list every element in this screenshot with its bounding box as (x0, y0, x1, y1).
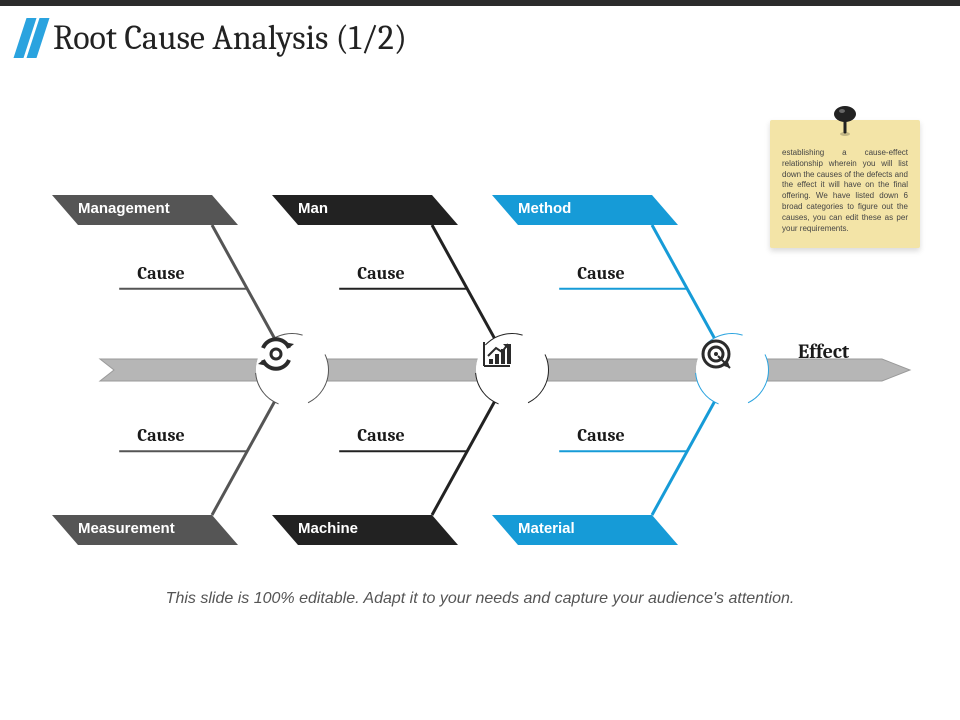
target-icon (696, 334, 736, 374)
cause-label: Cause (137, 425, 185, 446)
top-bar (0, 0, 960, 6)
category-management: Management (78, 200, 170, 217)
cause-label: Cause (357, 425, 405, 446)
title-block: Root Cause Analysis (1/2) (20, 18, 407, 58)
accent-marks-icon (14, 18, 50, 58)
footnote: This slide is 100% editable. Adapt it to… (0, 590, 960, 608)
fishbone-diagram: Management Cause Measurement Cause Man Cause M… (40, 190, 920, 550)
push-pin-icon (827, 102, 863, 138)
node-0 (256, 334, 328, 406)
category-measurement: Measurement (78, 520, 175, 537)
gear-cycle-icon (256, 334, 296, 374)
category-material: Material (518, 520, 575, 537)
cause-label: Cause (577, 263, 625, 284)
category-method: Method (518, 200, 571, 217)
category-machine: Machine (298, 520, 358, 537)
cause-label: Cause (137, 263, 185, 284)
node-1 (476, 334, 548, 406)
cause-label: Cause (357, 263, 405, 284)
effect-label: Effect (798, 340, 849, 363)
growth-chart-icon (476, 334, 516, 374)
node-2 (696, 334, 768, 406)
category-man: Man (298, 200, 328, 217)
page-title: Root Cause Analysis (1/2) (53, 18, 407, 58)
cause-label: Cause (577, 425, 625, 446)
